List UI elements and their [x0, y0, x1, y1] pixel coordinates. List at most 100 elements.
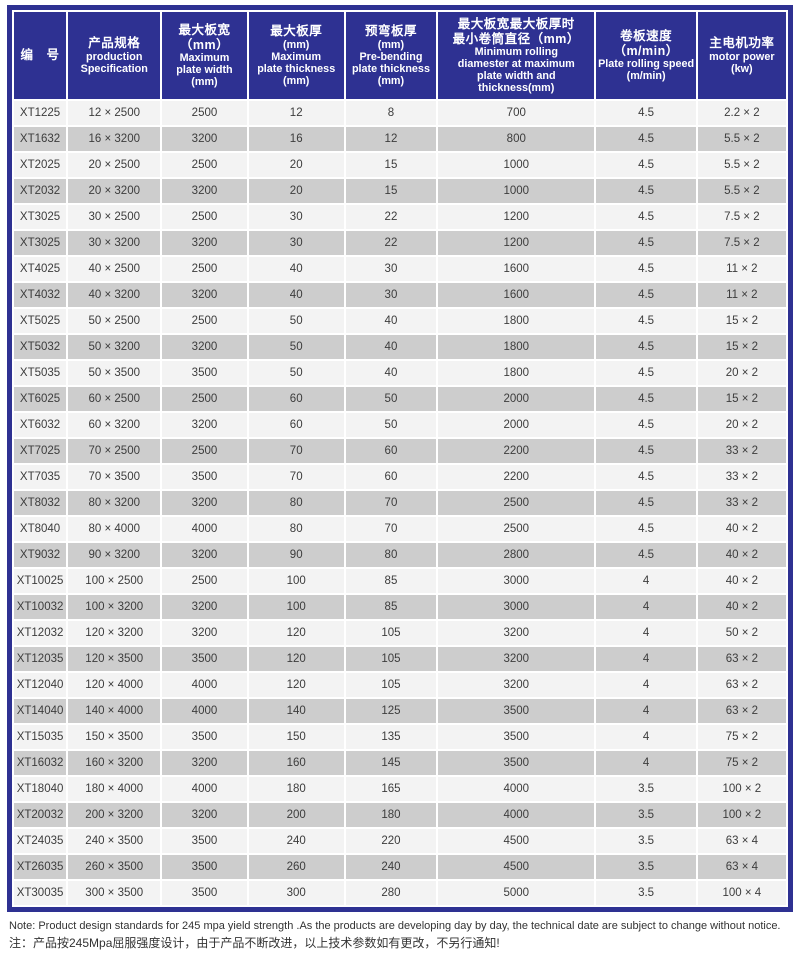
table-cell-max-plate-width: 3500 — [162, 829, 247, 854]
table-cell-max-plate-width: 2500 — [162, 257, 247, 282]
table-cell-product-specification: 180 × 4000 — [68, 777, 161, 802]
header-row: 编 号产品规格 production Specification 最大板宽 （mm） Ma… — [14, 12, 786, 100]
table-cell-product-specification: 60 × 2500 — [68, 387, 161, 412]
table-cell-min-rolling-diameter: 1000 — [438, 153, 595, 178]
column-header-line: Plate rolling speed — [598, 58, 695, 71]
table-cell-min-rolling-diameter: 2000 — [438, 387, 595, 412]
table-cell-max-plate-width: 3200 — [162, 621, 247, 646]
table-cell-motor-power: 20 × 2 — [697, 361, 786, 386]
table-row: XT2032 20 × 3200 3200 20 15 1000 4.5 5.5 × 2 — [14, 179, 786, 204]
table-cell-plate-rolling-speed: 4.5 — [596, 413, 696, 438]
table-cell-motor-power: 15 × 2 — [697, 335, 786, 360]
table-cell-model-number: XT7025 — [14, 439, 67, 464]
table-cell-product-specification: 50 × 3500 — [68, 361, 161, 386]
table-cell-motor-power: 75 × 2 — [697, 751, 786, 776]
table-cell-pre-bending-plate-thickness: 70 — [345, 517, 437, 542]
column-header-line: Pre-bending — [359, 50, 423, 63]
table-cell-pre-bending-plate-thickness: 22 — [345, 231, 437, 256]
table-cell-motor-power: 63 × 2 — [697, 699, 786, 724]
table-cell-max-plate-thickness: 120 — [248, 647, 344, 672]
table-cell-product-specification: 260 × 3500 — [68, 855, 161, 880]
table-cell-min-rolling-diameter: 3200 — [438, 673, 595, 698]
column-header-min-rolling-diameter: 最大板宽最大板厚时 最小卷筒直径（mm） Minimum rolling diames… — [438, 12, 595, 100]
table-cell-plate-rolling-speed: 4.5 — [596, 361, 696, 386]
table-cell-pre-bending-plate-thickness: 125 — [345, 699, 437, 724]
table-cell-min-rolling-diameter: 3000 — [438, 595, 595, 620]
column-header-product-specification: 产品规格 production Specification — [68, 12, 161, 100]
table-cell-model-number: XT24035 — [14, 829, 67, 854]
table-cell-model-number: XT4032 — [14, 283, 67, 308]
table-cell-pre-bending-plate-thickness: 220 — [345, 829, 437, 854]
table-cell-pre-bending-plate-thickness: 60 — [345, 439, 437, 464]
table-cell-max-plate-thickness: 50 — [248, 309, 344, 334]
table-cell-max-plate-width: 3200 — [162, 543, 247, 568]
table-cell-motor-power: 33 × 2 — [697, 491, 786, 516]
table-cell-motor-power: 63 × 2 — [697, 647, 786, 672]
table-cell-product-specification: 60 × 3200 — [68, 413, 161, 438]
table-cell-plate-rolling-speed: 4.5 — [596, 387, 696, 412]
table-cell-plate-rolling-speed: 3.5 — [596, 829, 696, 854]
table-cell-model-number: XT15035 — [14, 725, 67, 750]
table-cell-model-number: XT3025 — [14, 231, 67, 256]
table-cell-max-plate-thickness: 100 — [248, 595, 344, 620]
column-header-line: thickness(mm) — [478, 82, 555, 95]
table-cell-max-plate-width: 2500 — [162, 569, 247, 594]
column-header-line: 最大板宽最大板厚时 — [457, 17, 575, 31]
table-cell-max-plate-thickness: 300 — [248, 881, 344, 906]
table-cell-min-rolling-diameter: 1800 — [438, 361, 595, 386]
table-cell-max-plate-width: 3500 — [162, 881, 247, 906]
table-cell-min-rolling-diameter: 4000 — [438, 803, 595, 828]
footnotes: Note: Product design standards for 245 m… — [9, 919, 791, 952]
table-cell-plate-rolling-speed: 4.5 — [596, 101, 696, 126]
table-cell-min-rolling-diameter: 4500 — [438, 855, 595, 880]
column-header-line: (mm) — [283, 74, 310, 87]
table-cell-max-plate-thickness: 200 — [248, 803, 344, 828]
table-row: XT4032 40 × 3200 3200 40 30 1600 4.5 11 × 2 — [14, 283, 786, 308]
table-cell-max-plate-width: 3500 — [162, 361, 247, 386]
table-cell-model-number: XT12040 — [14, 673, 67, 698]
table-cell-pre-bending-plate-thickness: 105 — [345, 621, 437, 646]
table-cell-max-plate-width: 2500 — [162, 101, 247, 126]
table-cell-pre-bending-plate-thickness: 30 — [345, 283, 437, 308]
table-cell-plate-rolling-speed: 4 — [596, 569, 696, 594]
table-cell-max-plate-width: 4000 — [162, 517, 247, 542]
table-row: XT5032 50 × 3200 3200 50 40 1800 4.5 15 × 2 — [14, 335, 786, 360]
table-cell-model-number: XT1632 — [14, 127, 67, 152]
table-cell-model-number: XT4025 — [14, 257, 67, 282]
table-row: XT9032 90 × 3200 3200 90 80 2800 4.5 40 × 2 — [14, 543, 786, 568]
table-cell-pre-bending-plate-thickness: 165 — [345, 777, 437, 802]
table-cell-model-number: XT7035 — [14, 465, 67, 490]
table-cell-plate-rolling-speed: 4 — [596, 621, 696, 646]
table-cell-max-plate-width: 3200 — [162, 179, 247, 204]
table-row: XT18040 180 × 4000 4000 180 165 4000 3.5 100 × … — [14, 777, 786, 802]
table-cell-product-specification: 300 × 3500 — [68, 881, 161, 906]
table-cell-max-plate-thickness: 70 — [248, 465, 344, 490]
table-cell-motor-power: 100 × 2 — [697, 777, 786, 802]
table-cell-max-plate-thickness: 30 — [248, 205, 344, 230]
table-cell-max-plate-width: 2500 — [162, 205, 247, 230]
table-cell-max-plate-thickness: 140 — [248, 699, 344, 724]
table-cell-plate-rolling-speed: 4.5 — [596, 153, 696, 178]
table-cell-model-number: XT10025 — [14, 569, 67, 594]
table-cell-max-plate-thickness: 180 — [248, 777, 344, 802]
table-cell-pre-bending-plate-thickness: 22 — [345, 205, 437, 230]
table-row: XT8040 80 × 4000 4000 80 70 2500 4.5 40 × 2 — [14, 517, 786, 542]
table-cell-pre-bending-plate-thickness: 15 — [345, 153, 437, 178]
table-cell-motor-power: 20 × 2 — [697, 413, 786, 438]
table-cell-max-plate-thickness: 16 — [248, 127, 344, 152]
table-cell-pre-bending-plate-thickness: 135 — [345, 725, 437, 750]
table-cell-motor-power: 40 × 2 — [697, 595, 786, 620]
table-cell-plate-rolling-speed: 4.5 — [596, 257, 696, 282]
table-cell-min-rolling-diameter: 1600 — [438, 283, 595, 308]
table-cell-product-specification: 50 × 2500 — [68, 309, 161, 334]
table-cell-max-plate-width: 2500 — [162, 153, 247, 178]
table-cell-model-number: XT3025 — [14, 205, 67, 230]
table-cell-product-specification: 100 × 2500 — [68, 569, 161, 594]
table-cell-max-plate-thickness: 160 — [248, 751, 344, 776]
table-row: XT2025 20 × 2500 2500 20 15 1000 4.5 5.5 × 2 — [14, 153, 786, 178]
table-cell-max-plate-thickness: 40 — [248, 257, 344, 282]
table-cell-max-plate-thickness: 60 — [248, 413, 344, 438]
column-header-line: plate width and — [476, 70, 556, 83]
table-cell-min-rolling-diameter: 2000 — [438, 413, 595, 438]
column-header-line: plate width — [176, 64, 233, 77]
